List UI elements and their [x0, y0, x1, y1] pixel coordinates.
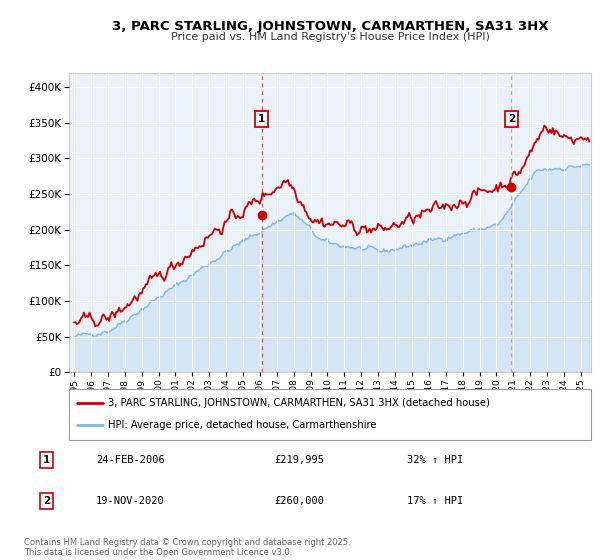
Text: 19-NOV-2020: 19-NOV-2020 [96, 496, 164, 506]
Text: HPI: Average price, detached house, Carmarthenshire: HPI: Average price, detached house, Carm… [108, 421, 377, 431]
Text: Price paid vs. HM Land Registry's House Price Index (HPI): Price paid vs. HM Land Registry's House … [170, 32, 490, 43]
Text: Contains HM Land Registry data © Crown copyright and database right 2025.
This d: Contains HM Land Registry data © Crown c… [24, 538, 350, 557]
Text: £219,995: £219,995 [274, 455, 325, 465]
Text: 32% ↑ HPI: 32% ↑ HPI [407, 455, 463, 465]
Text: 2: 2 [508, 114, 515, 124]
Text: 3, PARC STARLING, JOHNSTOWN, CARMARTHEN, SA31 3HX: 3, PARC STARLING, JOHNSTOWN, CARMARTHEN,… [112, 20, 548, 32]
Text: 17% ↑ HPI: 17% ↑ HPI [407, 496, 463, 506]
Text: £260,000: £260,000 [274, 496, 325, 506]
Text: 3, PARC STARLING, JOHNSTOWN, CARMARTHEN, SA31 3HX (detached house): 3, PARC STARLING, JOHNSTOWN, CARMARTHEN,… [108, 398, 490, 408]
Text: 1: 1 [43, 455, 50, 465]
Text: 1: 1 [258, 114, 266, 124]
Text: 2: 2 [43, 496, 50, 506]
FancyBboxPatch shape [69, 389, 591, 440]
Text: 24-FEB-2006: 24-FEB-2006 [96, 455, 164, 465]
